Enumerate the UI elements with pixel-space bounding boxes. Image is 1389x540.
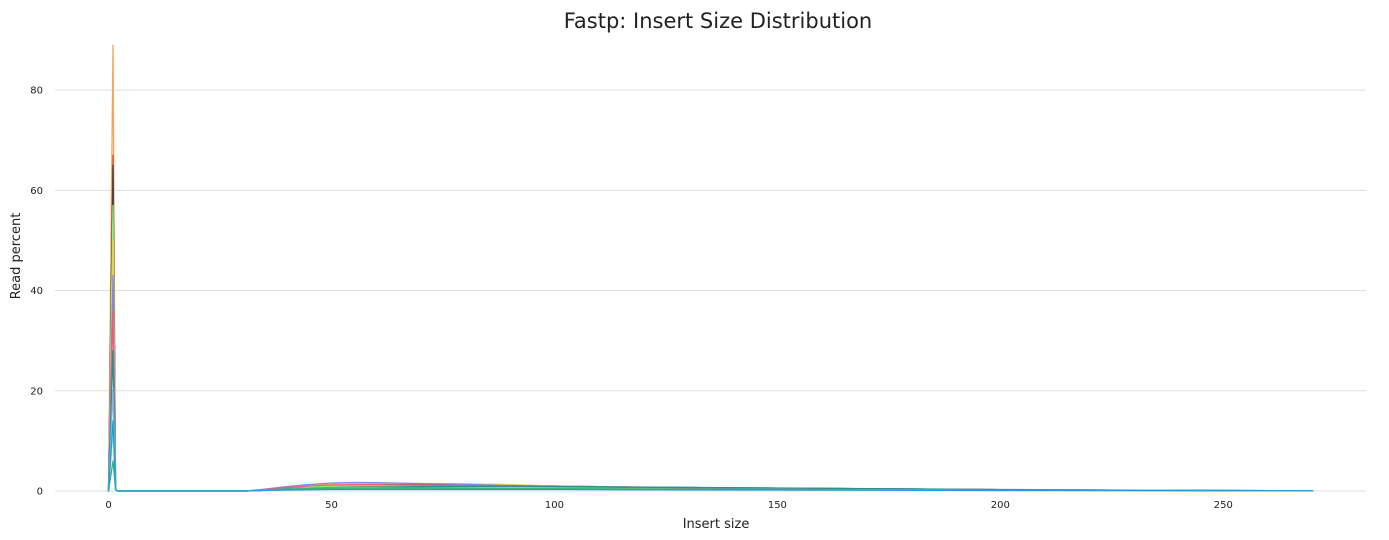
x-tick-label: 250 (1214, 500, 1233, 511)
x-axis-ticks: 0 50 100 150 200 250 (105, 500, 1233, 511)
plot-area (107, 44, 1314, 492)
series-line-6 (107, 274, 1314, 492)
x-tick-label: 0 (105, 500, 111, 511)
x-tick-label: 200 (991, 500, 1010, 511)
y-tick-label: 20 (30, 386, 43, 397)
chart-title: Fastp: Insert Size Distribution (564, 9, 872, 33)
series-line-12 (107, 420, 1314, 492)
y-tick-label: 40 (30, 286, 43, 297)
series-line-3 (107, 164, 1314, 492)
y-tick-label: 60 (30, 186, 43, 197)
y-axis-ticks: 0 20 40 60 80 (30, 86, 43, 498)
series-line-5 (107, 239, 1314, 492)
series-line-4 (107, 204, 1314, 492)
x-tick-label: 50 (325, 500, 338, 511)
y-axis-label: Read percent (9, 213, 24, 300)
x-axis-label: Insert size (683, 517, 750, 532)
series-line-8 (107, 350, 1314, 492)
y-tick-label: 0 (37, 487, 43, 498)
y-tick-label: 80 (30, 86, 43, 97)
series-line-2 (107, 154, 1314, 492)
x-tick-label: 100 (545, 500, 564, 511)
series-line-7 (107, 309, 1314, 492)
series-line-10 (107, 430, 1314, 492)
series-line-1 (107, 44, 1314, 492)
gridlines (55, 89, 1366, 492)
series-line-9 (107, 390, 1314, 492)
x-tick-label: 150 (768, 500, 787, 511)
